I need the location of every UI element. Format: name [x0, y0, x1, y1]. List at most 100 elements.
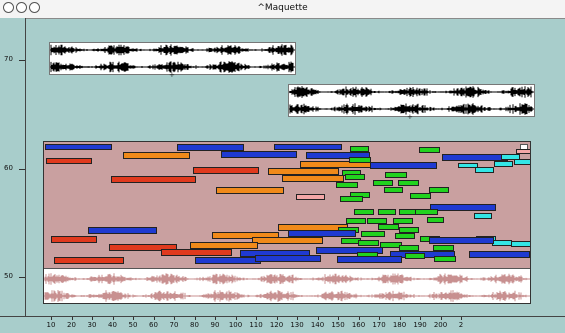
- green-note-block[interactable]: [434, 256, 456, 262]
- clip-audio-preview: [44, 268, 530, 303]
- pink-note-block[interactable]: [296, 194, 325, 200]
- cyan-note-block[interactable]: [511, 241, 530, 247]
- blue-note-block[interactable]: [88, 227, 157, 234]
- green-note-block[interactable]: [410, 193, 431, 199]
- green-note-block[interactable]: [429, 187, 449, 193]
- green-note-block[interactable]: [395, 233, 415, 239]
- green-note-block[interactable]: [399, 209, 416, 215]
- x-tick: [235, 317, 237, 320]
- orange-note-block[interactable]: [252, 237, 323, 244]
- blue-note-block[interactable]: [177, 144, 244, 151]
- x-tick: [358, 317, 360, 320]
- blue-note-block[interactable]: [469, 251, 530, 258]
- close-button-icon[interactable]: [3, 2, 14, 13]
- orange-note-block[interactable]: [268, 168, 339, 175]
- green-note-block[interactable]: [385, 172, 407, 178]
- green-note-block[interactable]: [399, 227, 419, 233]
- blue-note-block[interactable]: [370, 162, 437, 169]
- green-note-block[interactable]: [405, 253, 425, 259]
- y-label-60: 60: [4, 164, 13, 172]
- x-tick: [461, 317, 462, 320]
- orange-note-block[interactable]: [216, 187, 284, 194]
- blue-note-block[interactable]: [45, 144, 112, 150]
- blue-note-block[interactable]: [195, 257, 261, 264]
- orange-note-block[interactable]: [190, 242, 258, 249]
- vertical-ruler[interactable]: 70 60 50: [0, 18, 26, 316]
- red-note-block[interactable]: [161, 249, 232, 256]
- x-tick: [399, 317, 401, 320]
- waveform-graphic: [44, 273, 530, 302]
- blue-note-block[interactable]: [221, 151, 297, 158]
- x-label-190: 190: [413, 321, 427, 329]
- green-note-block[interactable]: [350, 146, 369, 152]
- y-tick: [19, 169, 25, 170]
- orange-note-block[interactable]: [123, 152, 190, 159]
- x-tick: [440, 317, 442, 320]
- x-tick: [92, 317, 93, 320]
- green-note-block[interactable]: [433, 245, 454, 251]
- x-tick: [153, 317, 155, 320]
- green-note-block[interactable]: [354, 209, 374, 215]
- x-label-120: 120: [269, 321, 284, 329]
- green-note-block[interactable]: [358, 240, 379, 246]
- blue-note-block[interactable]: [306, 152, 370, 159]
- cyan-note-block[interactable]: [492, 240, 512, 246]
- red-note-block[interactable]: [51, 236, 97, 243]
- green-note-block[interactable]: [336, 182, 358, 188]
- green-note-block[interactable]: [378, 209, 396, 215]
- orange-note-block[interactable]: [282, 175, 344, 182]
- green-note-block[interactable]: [373, 180, 393, 186]
- cyan-note-block[interactable]: [514, 159, 530, 165]
- minimize-button-icon[interactable]: [16, 2, 27, 13]
- x-label-130: 130: [290, 321, 304, 329]
- cyan-note-block[interactable]: [458, 163, 478, 168]
- blue-note-block[interactable]: [255, 255, 321, 262]
- blue-note-block[interactable]: [288, 230, 356, 237]
- blue-note-block[interactable]: [430, 204, 496, 211]
- red-note-block[interactable]: [109, 244, 177, 251]
- x-label-50: 50: [128, 321, 138, 329]
- orange-note-block[interactable]: [212, 232, 279, 239]
- red-note-block[interactable]: [54, 257, 124, 264]
- green-note-block[interactable]: [419, 147, 440, 153]
- cyan-note-block[interactable]: [494, 161, 513, 167]
- sound-clip-2[interactable]: [288, 84, 535, 117]
- red-note-block[interactable]: [193, 167, 259, 174]
- zoom-button-icon[interactable]: [29, 2, 40, 13]
- x-label-100: 100: [228, 321, 243, 329]
- green-note-block[interactable]: [346, 218, 366, 224]
- cyan-note-block[interactable]: [501, 154, 520, 160]
- green-note-block[interactable]: [427, 217, 444, 223]
- sound-clip-1[interactable]: [49, 42, 296, 75]
- cyan-note-block[interactable]: [475, 167, 494, 173]
- green-note-block[interactable]: [361, 231, 385, 237]
- cyan-note-block[interactable]: [474, 213, 492, 219]
- green-note-block[interactable]: [384, 187, 403, 193]
- x-tick: [112, 317, 114, 320]
- midi-clip-pianoroll[interactable]: [43, 141, 531, 304]
- green-note-block[interactable]: [378, 224, 399, 230]
- green-note-block[interactable]: [393, 218, 413, 224]
- green-note-block[interactable]: [345, 174, 365, 180]
- blue-note-block[interactable]: [337, 256, 402, 263]
- green-note-block[interactable]: [399, 245, 419, 251]
- red-note-block[interactable]: [111, 176, 196, 183]
- green-note-block[interactable]: [349, 157, 371, 163]
- x-tick: [51, 317, 52, 320]
- blue-note-block[interactable]: [429, 237, 494, 244]
- blue-note-block[interactable]: [442, 154, 508, 161]
- red-note-block[interactable]: [46, 158, 92, 164]
- green-note-block[interactable]: [340, 196, 363, 202]
- blue-note-block[interactable]: [274, 144, 342, 150]
- green-note-block[interactable]: [398, 180, 419, 186]
- pink-note-block[interactable]: [516, 149, 530, 154]
- green-note-block[interactable]: [415, 209, 438, 215]
- green-note-block[interactable]: [367, 218, 387, 224]
- blue-note-block[interactable]: [316, 247, 383, 254]
- x-label-180: 180: [392, 321, 407, 329]
- waveform-graphic: [50, 44, 295, 73]
- x-label-40: 40: [108, 321, 117, 329]
- horizontal-ruler[interactable]: 10 20 30 40 50 60 70 80 90 100 110 120 130 140 150 160 1…: [0, 316, 565, 333]
- x-label-90: 90: [210, 321, 220, 329]
